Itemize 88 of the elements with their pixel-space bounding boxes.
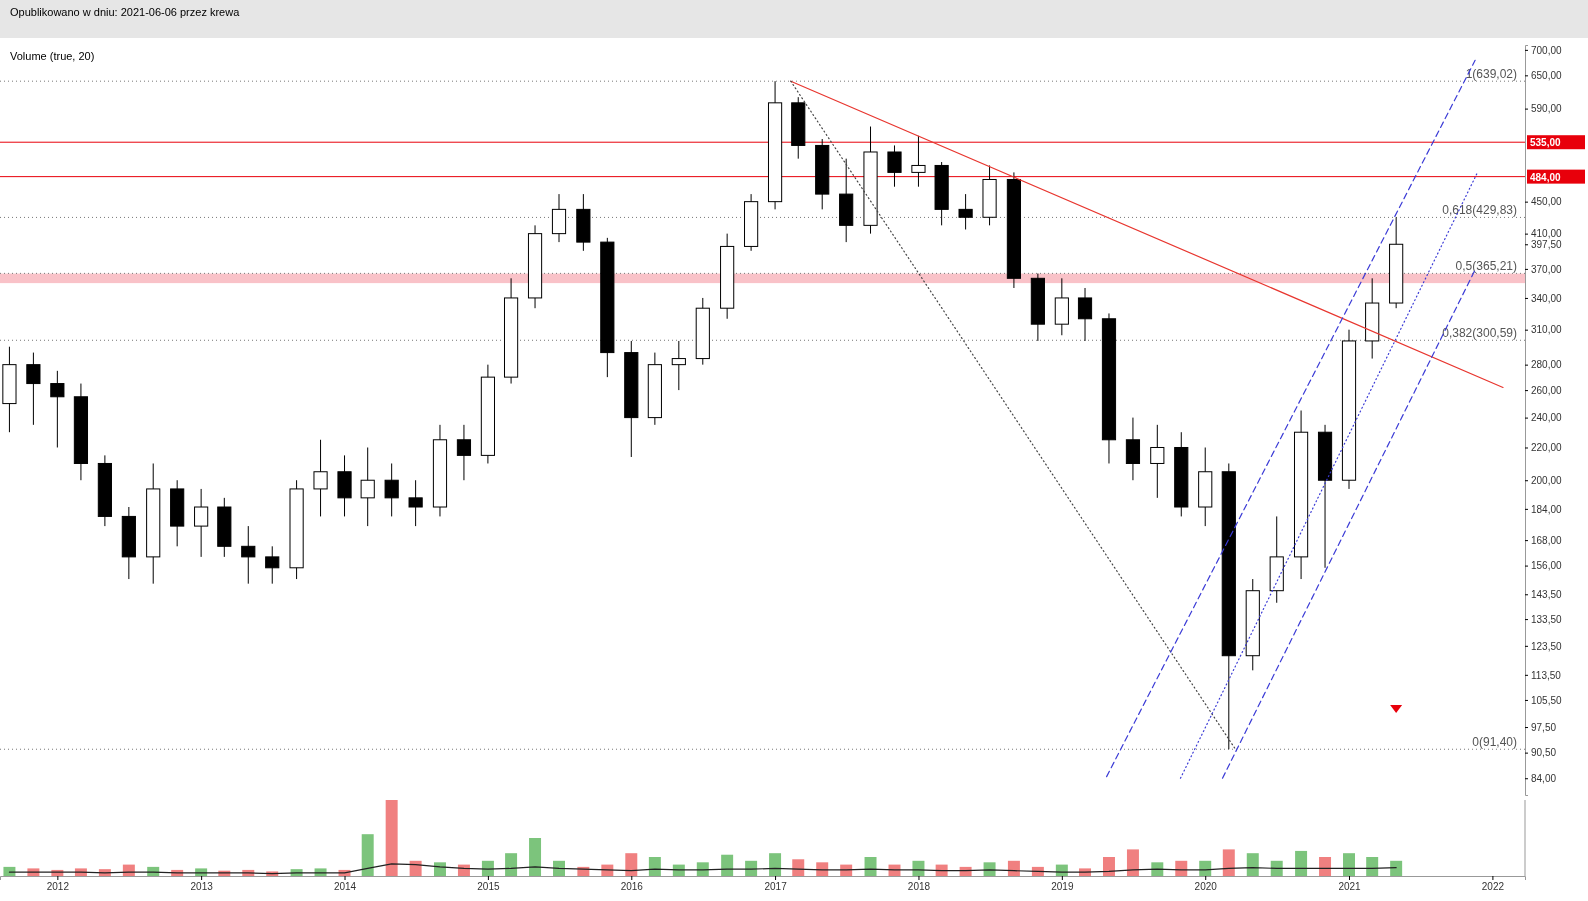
ref-line-label: 0,618(429,83): [1442, 203, 1517, 218]
y-tick-label: 240,00: [1531, 412, 1563, 424]
x-tick-label: 2012: [46, 881, 70, 893]
bar: [505, 853, 518, 876]
bar: [721, 854, 734, 876]
bar: [409, 860, 422, 876]
candlestick: [265, 545, 280, 585]
candlestick: [1125, 417, 1141, 481]
x-tick-label: 2015: [477, 881, 500, 893]
candlestick: [313, 439, 328, 517]
candlestick: [887, 144, 902, 188]
chart-title: Volume (true, 20): [10, 50, 95, 62]
candlestick: [911, 135, 926, 188]
bar: [1151, 862, 1164, 876]
bar: [1343, 853, 1355, 876]
y-tick-label: 113,50: [1531, 669, 1562, 681]
candlestick: [384, 462, 399, 517]
candlestick: [408, 479, 423, 527]
bar: [385, 800, 398, 876]
candlestick: [1150, 424, 1165, 499]
bar: [433, 862, 446, 876]
bar: [3, 866, 16, 876]
ref-line-label: 535,00: [1530, 137, 1562, 149]
x-tick-label: 2014: [333, 881, 357, 893]
x-tick-label: 2018: [907, 881, 931, 893]
ref-line-label: 0,382(300,59): [1442, 326, 1517, 341]
candlestick: [50, 370, 65, 448]
x-tick-label: 2021: [1338, 881, 1362, 893]
y-tick-label: 280,00: [1531, 359, 1563, 371]
x-tick-label: 2016: [620, 881, 644, 893]
bar: [1246, 853, 1259, 876]
ref-line-label: 484,00: [1530, 171, 1562, 183]
y-tick-label: 397,50: [1531, 238, 1563, 250]
x-tick-label: 2020: [1194, 881, 1218, 893]
bar: [553, 860, 565, 876]
bar: [1390, 860, 1403, 876]
y-tick-label: 590,00: [1531, 103, 1563, 115]
bar: [1295, 850, 1308, 876]
candlestick: [360, 446, 375, 527]
y-tick-label: 184,00: [1531, 503, 1563, 515]
ref-line-label: 0(91,40): [1472, 735, 1517, 750]
x-tick-label: 2022: [1481, 881, 1505, 893]
bar: [529, 838, 542, 876]
chart-title: Opublikowano w dniu: 2021-06-06 przez krewa: [10, 6, 241, 18]
y-tick-label: 90,50: [1531, 747, 1557, 759]
y-tick-label: 370,00: [1531, 263, 1563, 275]
bar: [1366, 857, 1379, 876]
bar: [1270, 860, 1283, 876]
bar: [792, 859, 805, 876]
bar: [1007, 860, 1020, 876]
y-tick-label: 97,50: [1531, 721, 1557, 733]
ref-line-label: 1(639,02): [1465, 67, 1517, 82]
y-tick-label: 700,00: [1531, 44, 1563, 56]
x-tick-label: 2019: [1051, 881, 1074, 893]
bar: [648, 857, 661, 876]
bar: [864, 857, 877, 876]
y-tick-label: 168,00: [1531, 534, 1563, 546]
candlestick: [194, 488, 209, 558]
x-tick-label: 2013: [190, 881, 214, 893]
y-tick-label: 200,00: [1531, 474, 1563, 486]
y-tick-label: 133,50: [1531, 613, 1563, 625]
y-tick-label: 260,00: [1531, 384, 1563, 396]
y-tick-label: 310,00: [1531, 324, 1563, 336]
y-tick-label: 220,00: [1531, 442, 1563, 454]
bar: [1126, 849, 1139, 876]
candlestick: [456, 424, 472, 481]
y-tick-label: 143,50: [1531, 588, 1563, 600]
y-tick-label: 105,50: [1531, 694, 1563, 706]
candlestick: [671, 340, 686, 391]
y-tick-label: 340,00: [1531, 292, 1563, 304]
y-tick-label: 156,00: [1531, 560, 1563, 572]
bar: [625, 853, 638, 876]
bar: [1222, 849, 1235, 876]
y-tick-label: 123,50: [1531, 640, 1563, 652]
bar: [1319, 857, 1332, 876]
bar: [361, 834, 374, 876]
bar: [769, 853, 782, 876]
y-tick-label: 410,00: [1531, 228, 1563, 240]
candlestick: [241, 525, 256, 585]
candlestick: [1077, 287, 1093, 342]
ref-line-label: 0,5(365,21): [1455, 259, 1517, 274]
y-tick-label: 650,00: [1531, 70, 1563, 82]
candlestick: [958, 193, 973, 230]
y-tick-label: 450,00: [1531, 196, 1563, 208]
candlestick: [26, 352, 41, 426]
bar: [1102, 857, 1115, 876]
y-tick-label: 84,00: [1531, 772, 1557, 784]
x-tick-label: 2017: [764, 881, 788, 893]
